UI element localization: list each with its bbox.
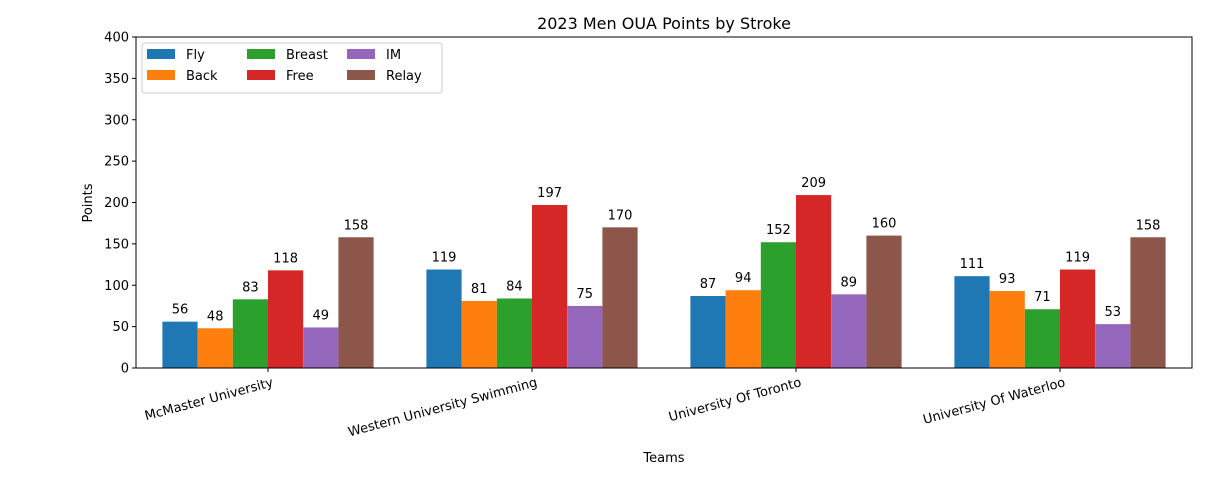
data-label-back-university-of-toronto: 94 bbox=[735, 271, 752, 286]
data-label-free-mcmaster-university: 118 bbox=[273, 251, 298, 266]
data-label-breast-western-university-swimming: 84 bbox=[506, 279, 523, 294]
data-label-relay-western-university-swimming: 170 bbox=[608, 208, 633, 223]
y-axis-title: Points bbox=[81, 183, 96, 222]
chart-title: 2023 Men OUA Points by Stroke bbox=[537, 14, 791, 33]
bar-relay-western-university-swimming bbox=[602, 227, 638, 368]
data-label-im-university-of-toronto: 89 bbox=[841, 275, 858, 290]
bar-free-mcmaster-university bbox=[268, 270, 304, 368]
bar-free-university-of-toronto bbox=[796, 195, 832, 368]
legend-swatch-free bbox=[247, 70, 275, 80]
y-tick-label: 250 bbox=[104, 155, 129, 170]
data-label-breast-university-of-toronto: 152 bbox=[766, 223, 791, 238]
bar-im-university-of-waterloo bbox=[1095, 324, 1131, 368]
bar-im-mcmaster-university bbox=[303, 327, 339, 368]
y-axis: 0 50 100 150 200 250 300 350 400 bbox=[104, 31, 136, 377]
data-label-free-western-university-swimming: 197 bbox=[537, 186, 562, 201]
bars-layer bbox=[162, 195, 1166, 368]
legend-swatch-relay bbox=[347, 70, 375, 80]
bar-fly-mcmaster-university bbox=[162, 321, 198, 368]
data-label-fly-university-of-toronto: 87 bbox=[700, 277, 717, 292]
x-axis-title: Teams bbox=[642, 451, 684, 466]
data-label-relay-university-of-waterloo: 158 bbox=[1136, 218, 1161, 233]
bar-fly-university-of-toronto bbox=[690, 296, 726, 368]
legend-swatch-fly bbox=[147, 49, 175, 59]
bar-breast-university-of-toronto bbox=[760, 242, 796, 368]
bar-fly-western-university-swimming bbox=[426, 269, 462, 368]
x-tick-label-university-of-waterloo: University Of Waterloo bbox=[922, 375, 1068, 427]
bar-back-western-university-swimming bbox=[461, 300, 497, 368]
legend-label-free: Free bbox=[286, 69, 314, 84]
data-label-free-university-of-toronto: 209 bbox=[801, 176, 826, 191]
legend-swatch-im bbox=[347, 49, 375, 59]
y-tick-label: 200 bbox=[104, 196, 129, 211]
data-label-fly-western-university-swimming: 119 bbox=[432, 251, 457, 266]
data-label-breast-university-of-waterloo: 71 bbox=[1034, 290, 1051, 305]
bar-relay-university-of-toronto bbox=[866, 235, 902, 368]
y-tick-label: 0 bbox=[121, 362, 129, 377]
data-label-back-western-university-swimming: 81 bbox=[471, 282, 488, 297]
bar-im-university-of-toronto bbox=[831, 294, 867, 368]
data-label-fly-university-of-waterloo: 111 bbox=[960, 257, 985, 272]
bar-breast-western-university-swimming bbox=[496, 298, 532, 368]
data-label-breast-mcmaster-university: 83 bbox=[242, 280, 259, 295]
x-tick-label-university-of-toronto: University Of Toronto bbox=[667, 375, 803, 425]
data-label-relay-mcmaster-university: 158 bbox=[344, 218, 369, 233]
bar-breast-mcmaster-university bbox=[232, 299, 268, 368]
legend: Fly Back Breast Free IM Relay bbox=[141, 42, 443, 94]
bar-back-university-of-toronto bbox=[725, 290, 761, 368]
legend-label-fly: Fly bbox=[186, 48, 205, 63]
y-tick-label: 100 bbox=[104, 279, 129, 294]
bar-relay-university-of-waterloo bbox=[1130, 237, 1166, 368]
data-label-free-university-of-waterloo: 119 bbox=[1065, 251, 1090, 266]
y-tick-label: 400 bbox=[104, 31, 129, 46]
bar-back-mcmaster-university bbox=[197, 328, 233, 368]
y-tick-label: 300 bbox=[104, 113, 129, 128]
bar-free-western-university-swimming bbox=[532, 204, 568, 368]
data-label-relay-university-of-toronto: 160 bbox=[872, 217, 897, 232]
bar-relay-mcmaster-university bbox=[338, 237, 374, 368]
x-axis: McMaster University Western University Sw… bbox=[143, 368, 1067, 440]
bar-free-university-of-waterloo bbox=[1060, 269, 1096, 368]
y-tick-label: 150 bbox=[104, 237, 129, 252]
data-label-back-university-of-waterloo: 93 bbox=[999, 272, 1016, 287]
data-label-back-mcmaster-university: 48 bbox=[207, 309, 224, 324]
y-tick-label: 350 bbox=[104, 72, 129, 87]
data-label-im-western-university-swimming: 75 bbox=[577, 287, 594, 302]
data-label-im-university-of-waterloo: 53 bbox=[1105, 305, 1122, 320]
bar-breast-university-of-waterloo bbox=[1024, 309, 1060, 368]
y-tick-label: 50 bbox=[112, 320, 129, 335]
legend-label-im: IM bbox=[386, 48, 401, 63]
x-tick-label-mcmaster-university: McMaster University bbox=[143, 375, 275, 424]
bar-back-university-of-waterloo bbox=[989, 291, 1025, 368]
data-label-im-mcmaster-university: 49 bbox=[313, 308, 330, 323]
x-tick-label-western-university-swimming: Western University Swimming bbox=[347, 375, 539, 440]
legend-label-breast: Breast bbox=[286, 48, 328, 63]
bar-im-western-university-swimming bbox=[567, 305, 603, 368]
legend-label-back: Back bbox=[186, 69, 218, 84]
plot-frame bbox=[135, 36, 1193, 369]
bar-fly-university-of-waterloo bbox=[954, 276, 990, 368]
data-labels-layer: 56 48 83 118 49 158 119 81 84 197 75 170 87 94 152 209 8… bbox=[172, 176, 1161, 324]
legend-label-relay: Relay bbox=[386, 69, 422, 84]
data-label-fly-mcmaster-university: 56 bbox=[172, 303, 189, 318]
legend-swatch-back bbox=[147, 70, 175, 80]
legend-swatch-breast bbox=[247, 49, 275, 59]
